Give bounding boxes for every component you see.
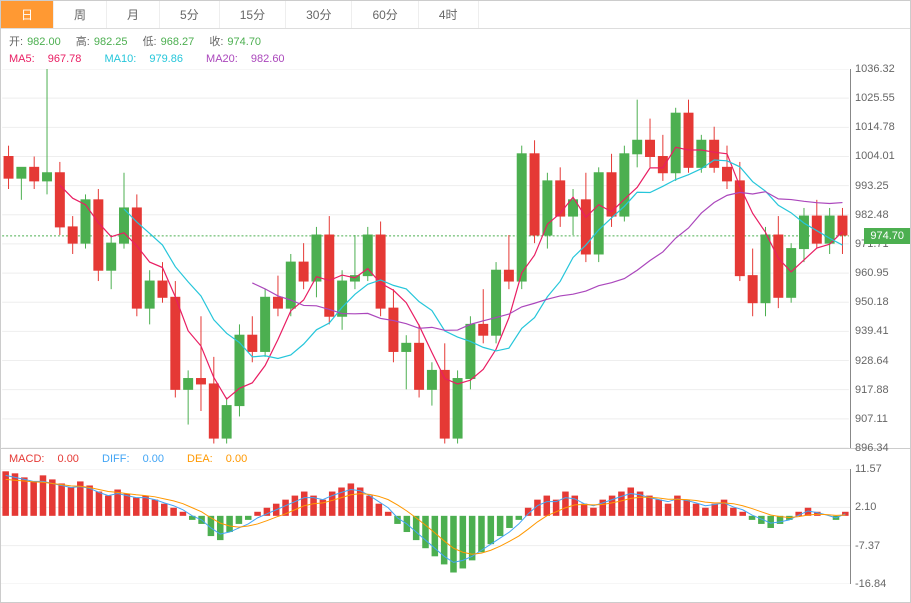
chart-container: 日周月5分15分30分60分4时 开: 982.00 高: 982.25 低: 968… [0,0,911,603]
tab-60分[interactable]: 60分 [352,1,418,28]
close-value: 974.70 [227,36,261,48]
price-tick: 1036.32 [855,63,895,75]
macd-tick: -7.37 [855,540,880,552]
high-label: 高: [76,36,90,48]
price-tick: 939.41 [855,325,889,337]
price-tick: 896.34 [855,442,889,454]
price-tick: 1014.78 [855,121,895,133]
ma-info-bar: MA5: 967.78 MA10: 979.86 MA20: 982.60 [1,53,910,69]
tab-月[interactable]: 月 [107,1,160,28]
ohlc-info-bar: 开: 982.00 高: 982.25 低: 968.27 收: 974.70 [1,29,910,53]
price-tick: 950.18 [855,296,889,308]
open-value: 982.00 [27,36,61,48]
price-tick: 928.64 [855,355,889,367]
macd-tick: -16.84 [855,578,886,590]
price-tick: 1025.55 [855,92,895,104]
price-tick: 917.88 [855,384,889,396]
price-chart[interactable]: 1036.321025.551014.781004.01993.25982.48… [1,69,910,449]
tab-15分[interactable]: 15分 [220,1,286,28]
tab-5分[interactable]: 5分 [160,1,220,28]
price-canvas [1,69,850,448]
macd-canvas [1,469,850,584]
candlestick-svg [1,69,850,448]
price-tick: 907.11 [855,413,888,425]
macd-tick: 2.10 [855,501,876,513]
low-label: 低: [143,36,157,48]
high-value: 982.25 [94,36,128,48]
price-tick: 993.25 [855,180,889,192]
tab-30分[interactable]: 30分 [286,1,352,28]
price-tick: 982.48 [855,209,889,221]
macd-svg [1,469,850,584]
open-label: 开: [9,36,23,48]
macd-tick: 11.57 [855,463,882,475]
ma5-label: MA5: 967.78 [9,53,91,65]
tab-周[interactable]: 周 [54,1,107,28]
price-tick: 960.95 [855,267,889,279]
diff-label: DIFF: 0.00 [102,453,174,465]
low-value: 968.27 [161,36,195,48]
ma20-label: MA20: 982.60 [206,53,295,65]
macd-info-bar: MACD: 0.00 DIFF: 0.00 DEA: 0.00 [1,449,910,469]
current-price-marker: 974.70 [864,228,910,244]
macd-label: MACD: 0.00 [9,453,89,465]
macd-chart[interactable]: 11.572.10-7.37-16.84 [1,469,910,584]
close-label: 收: [209,36,223,48]
price-y-axis: 1036.321025.551014.781004.01993.25982.48… [850,69,910,448]
timeframe-tabs: 日周月5分15分30分60分4时 [1,1,910,29]
ma10-label: MA10: 979.86 [104,53,193,65]
tab-4时[interactable]: 4时 [419,1,479,28]
macd-y-axis: 11.572.10-7.37-16.84 [850,469,910,584]
price-tick: 1004.01 [855,150,895,162]
dea-label: DEA: 0.00 [187,453,257,465]
tab-日[interactable]: 日 [1,1,54,28]
